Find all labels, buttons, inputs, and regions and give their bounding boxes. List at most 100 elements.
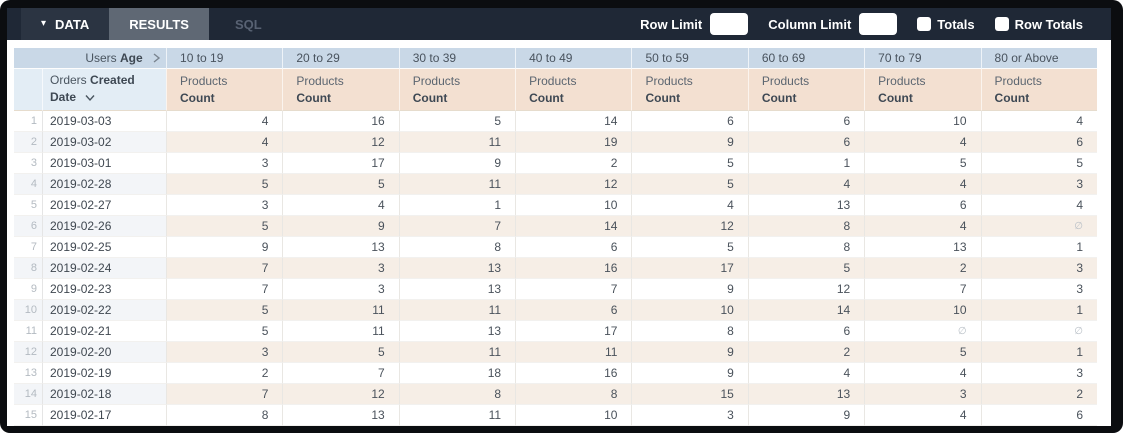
value-cell[interactable]: 11 xyxy=(282,321,399,342)
value-cell[interactable]: 6 xyxy=(864,195,981,216)
value-cell[interactable]: 7 xyxy=(515,279,632,300)
value-cell[interactable]: 14 xyxy=(515,111,632,132)
value-cell[interactable]: 13 xyxy=(398,279,516,300)
pivot-field-header[interactable]: Users Age xyxy=(14,48,167,69)
date-cell[interactable]: 2019-02-22 xyxy=(42,300,167,321)
value-cell[interactable]: 10 xyxy=(864,111,981,132)
value-cell[interactable]: 8 xyxy=(515,384,632,405)
value-cell[interactable]: 16 xyxy=(515,363,632,384)
value-cell[interactable]: 17 xyxy=(631,258,748,279)
date-cell[interactable]: 2019-02-23 xyxy=(42,279,167,300)
value-cell[interactable]: 4 xyxy=(631,195,748,216)
value-cell[interactable]: 13 xyxy=(282,405,399,426)
value-cell[interactable]: 8 xyxy=(166,405,283,426)
value-cell[interactable]: 8 xyxy=(747,237,865,258)
value-cell[interactable]: 11 xyxy=(398,300,516,321)
value-cell[interactable]: 5 xyxy=(631,237,748,258)
value-cell[interactable]: 19 xyxy=(515,132,632,153)
value-cell[interactable]: 8 xyxy=(398,384,516,405)
date-cell[interactable]: 2019-02-19 xyxy=(42,363,167,384)
value-cell[interactable]: 3 xyxy=(980,279,1097,300)
value-cell[interactable]: 10 xyxy=(864,300,981,321)
value-cell[interactable]: 4 xyxy=(864,132,981,153)
value-cell[interactable]: 13 xyxy=(864,237,981,258)
value-cell[interactable]: 7 xyxy=(864,279,981,300)
value-cell[interactable]: 4 xyxy=(747,174,865,195)
measure-header[interactable]: Products Count xyxy=(864,69,981,111)
value-cell[interactable]: 7 xyxy=(166,279,283,300)
value-cell[interactable]: 9 xyxy=(398,153,516,174)
tab-results[interactable]: RESULTS xyxy=(109,8,209,40)
pivot-value-header[interactable]: 20 to 29 xyxy=(282,48,399,69)
value-cell[interactable]: 5 xyxy=(166,321,283,342)
value-cell[interactable]: 11 xyxy=(398,405,516,426)
value-cell[interactable]: 4 xyxy=(747,363,865,384)
value-cell[interactable]: 6 xyxy=(515,300,632,321)
value-cell[interactable]: 14 xyxy=(747,300,865,321)
value-cell[interactable]: 12 xyxy=(747,279,865,300)
value-cell[interactable]: 13 xyxy=(747,384,865,405)
date-cell[interactable]: 2019-02-20 xyxy=(42,342,167,363)
value-cell[interactable]: 5 xyxy=(166,300,283,321)
pivot-value-header[interactable]: 50 to 59 xyxy=(631,48,748,69)
date-cell[interactable]: 2019-02-26 xyxy=(42,216,167,237)
value-cell[interactable]: 12 xyxy=(515,174,632,195)
tab-data[interactable]: ▾ DATA xyxy=(21,8,110,40)
value-cell[interactable]: 10 xyxy=(515,405,632,426)
measure-header[interactable]: Products Count xyxy=(980,69,1097,111)
value-cell[interactable]: 9 xyxy=(631,132,748,153)
date-cell[interactable]: 2019-02-21 xyxy=(42,321,167,342)
value-cell[interactable]: 11 xyxy=(398,132,516,153)
value-cell[interactable]: 8 xyxy=(747,216,865,237)
value-cell[interactable]: 8 xyxy=(398,237,516,258)
value-cell[interactable]: 10 xyxy=(631,300,748,321)
measure-header[interactable]: Products Count xyxy=(398,69,516,111)
value-cell[interactable]: 18 xyxy=(398,363,516,384)
value-cell[interactable]: 3 xyxy=(980,174,1097,195)
value-cell[interactable]: 4 xyxy=(980,111,1097,132)
value-cell[interactable]: 9 xyxy=(631,363,748,384)
value-cell[interactable]: 16 xyxy=(515,258,632,279)
date-cell[interactable]: 2019-02-24 xyxy=(42,258,167,279)
value-cell[interactable]: 7 xyxy=(166,384,283,405)
value-cell[interactable]: 3 xyxy=(282,279,399,300)
value-cell[interactable]: 17 xyxy=(515,321,632,342)
date-cell[interactable]: 2019-02-17 xyxy=(42,405,167,426)
date-cell[interactable]: 2019-02-18 xyxy=(42,384,167,405)
value-cell[interactable]: 5 xyxy=(282,342,399,363)
value-cell[interactable]: 4 xyxy=(980,195,1097,216)
value-cell[interactable]: 9 xyxy=(747,405,865,426)
value-cell[interactable]: 5 xyxy=(864,153,981,174)
value-cell[interactable]: 16 xyxy=(282,111,399,132)
value-cell[interactable]: 3 xyxy=(166,153,283,174)
value-cell[interactable]: 3 xyxy=(166,342,283,363)
value-cell[interactable]: 2 xyxy=(166,363,283,384)
value-cell[interactable]: 11 xyxy=(398,342,516,363)
value-cell[interactable]: 1 xyxy=(980,300,1097,321)
value-cell[interactable]: 13 xyxy=(398,321,516,342)
value-cell[interactable]: 14 xyxy=(515,216,632,237)
measure-header[interactable]: Products Count xyxy=(631,69,748,111)
value-cell[interactable]: 7 xyxy=(282,363,399,384)
value-cell[interactable]: 6 xyxy=(515,237,632,258)
date-cell[interactable]: 2019-03-01 xyxy=(42,153,167,174)
value-cell[interactable]: 8 xyxy=(631,321,748,342)
value-cell[interactable]: 3 xyxy=(980,258,1097,279)
date-cell[interactable]: 2019-02-28 xyxy=(42,174,167,195)
pivot-value-header[interactable]: 10 to 19 xyxy=(166,48,283,69)
value-cell[interactable]: 15 xyxy=(631,384,748,405)
column-limit-input[interactable] xyxy=(859,13,898,35)
value-cell[interactable]: 1 xyxy=(980,237,1097,258)
dimension-header[interactable]: Orders Created Date xyxy=(42,69,167,111)
date-cell[interactable]: 2019-03-03 xyxy=(42,111,167,132)
measure-header[interactable]: Products Count xyxy=(747,69,865,111)
tab-sql[interactable]: SQL xyxy=(209,8,288,40)
value-cell[interactable]: 6 xyxy=(631,111,748,132)
value-cell[interactable]: 4 xyxy=(864,405,981,426)
value-cell[interactable]: 5 xyxy=(631,174,748,195)
value-cell[interactable]: 5 xyxy=(166,174,283,195)
value-cell[interactable]: 5 xyxy=(166,216,283,237)
value-cell[interactable]: 5 xyxy=(631,153,748,174)
value-cell[interactable]: 4 xyxy=(864,216,981,237)
value-cell[interactable]: 9 xyxy=(631,279,748,300)
